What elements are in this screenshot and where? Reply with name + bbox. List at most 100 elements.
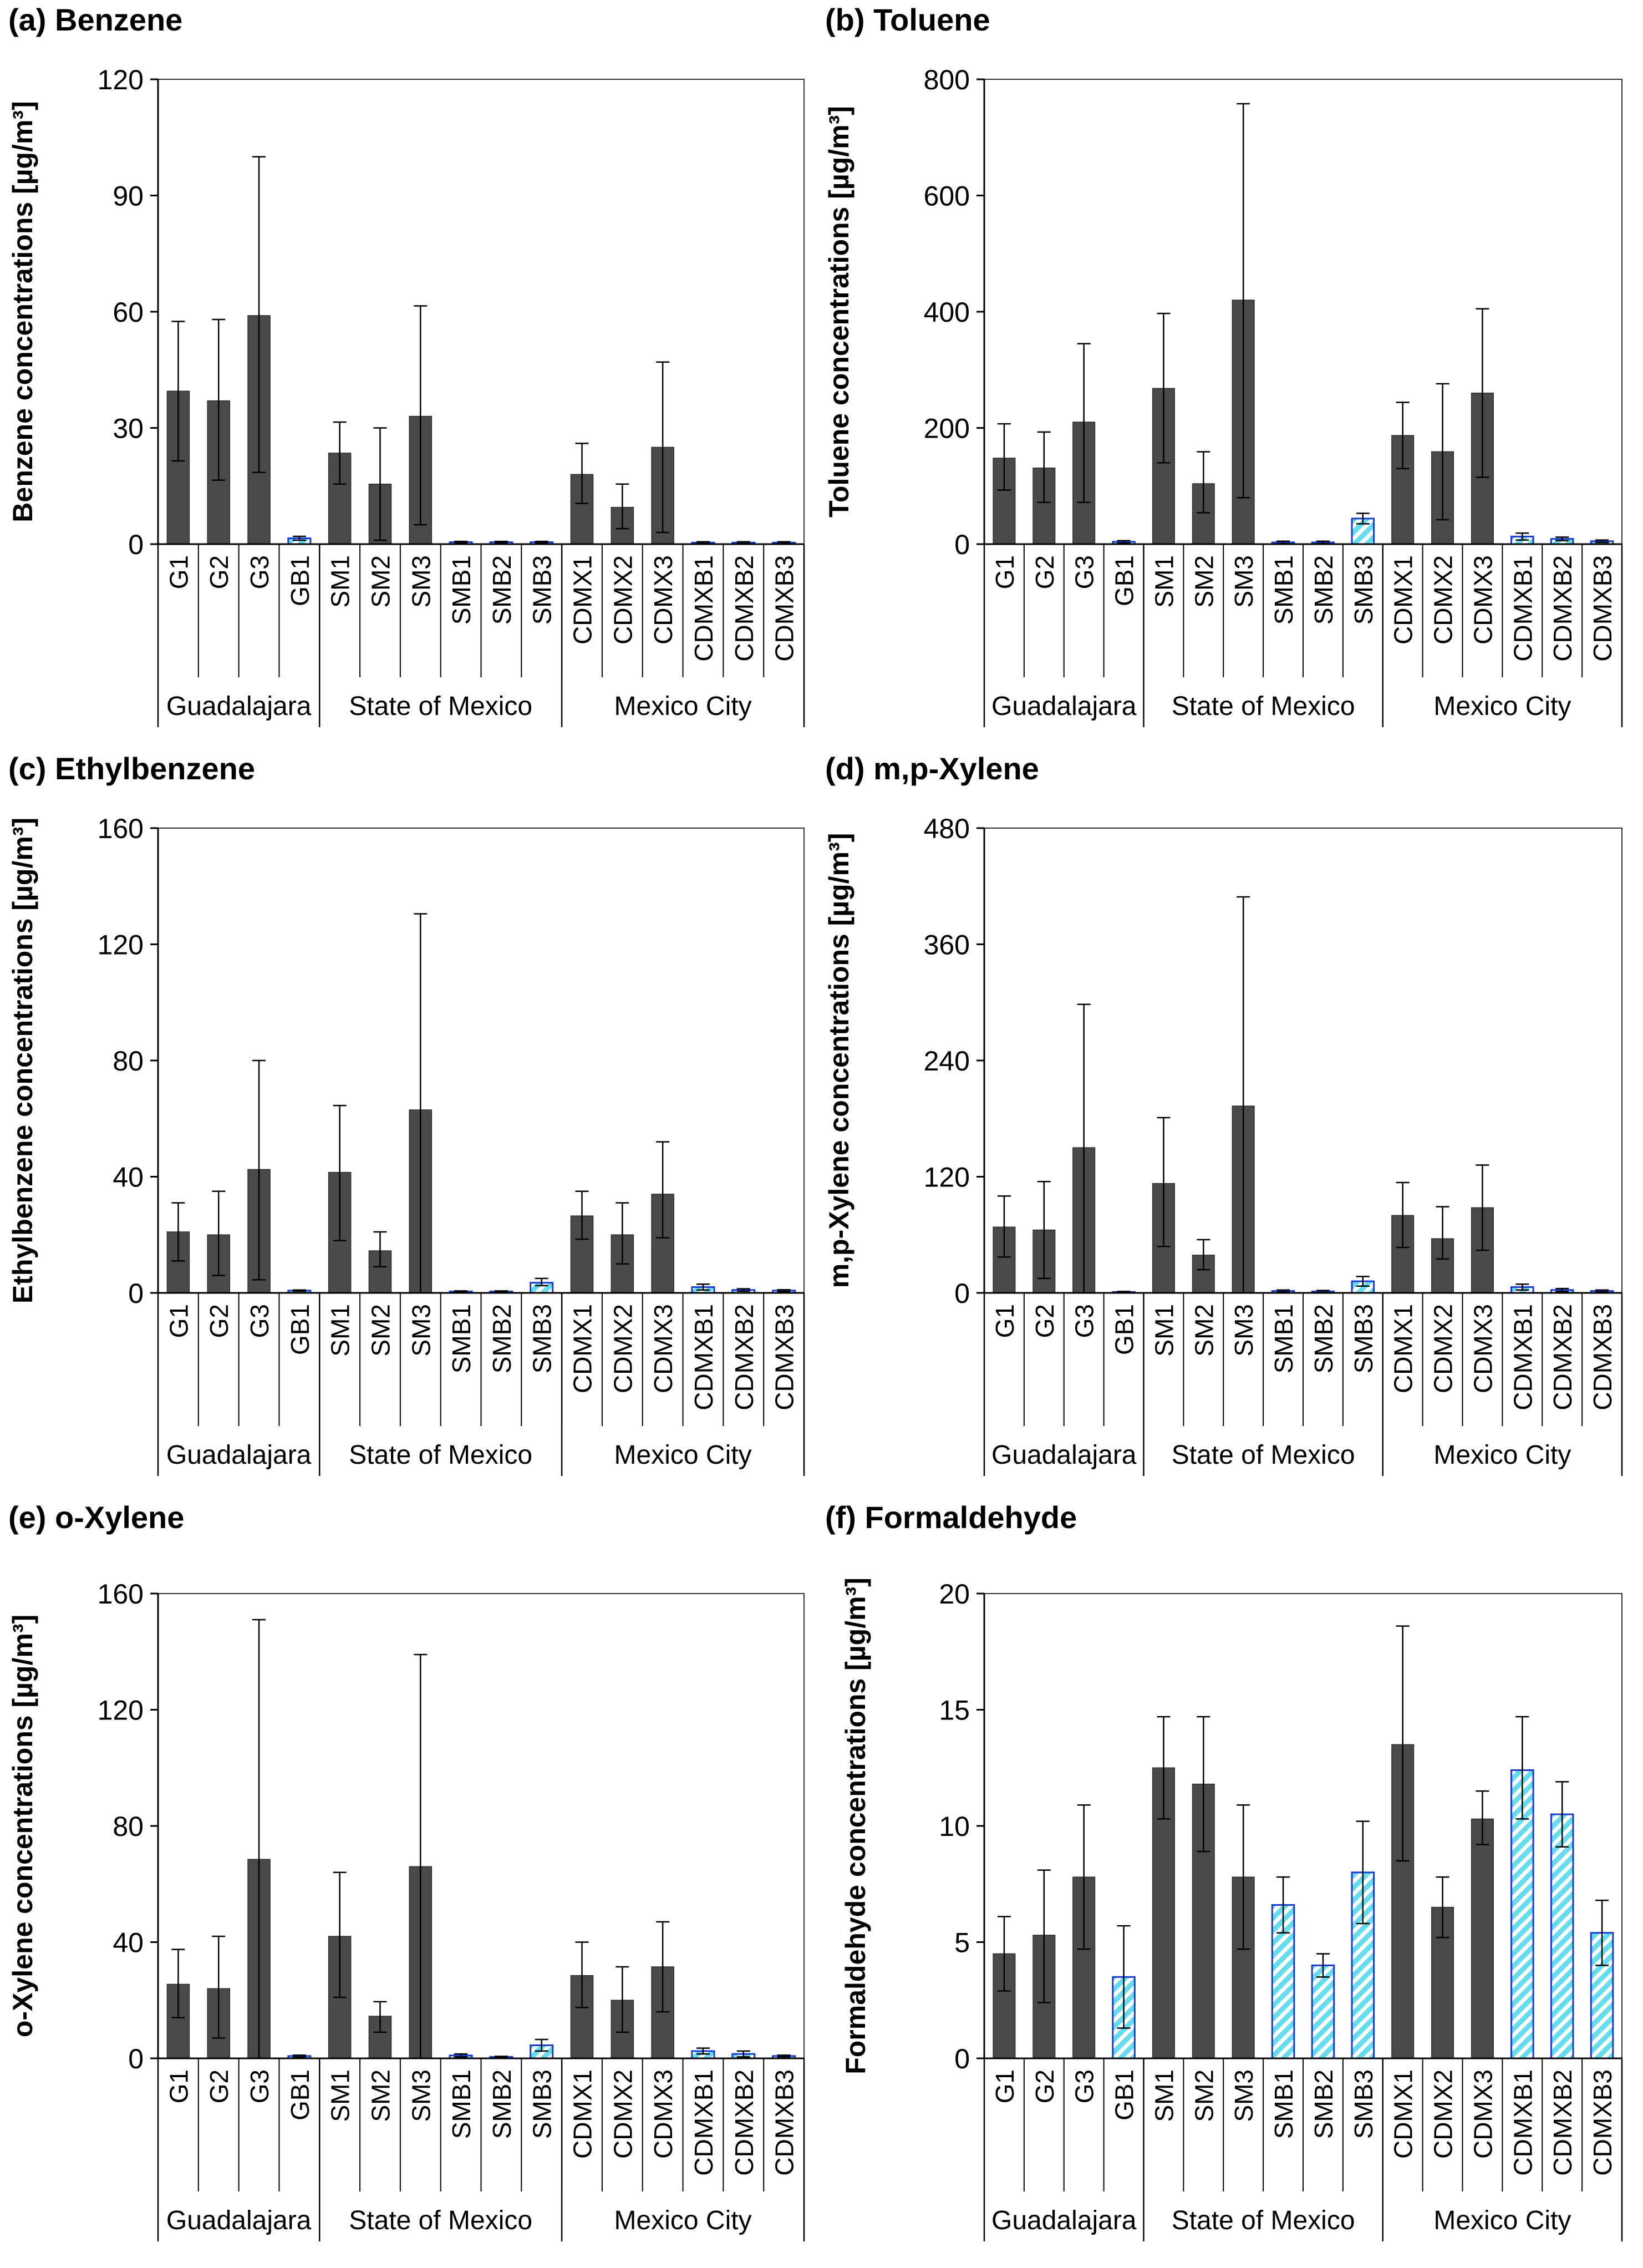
y-axis-label: Formaldehyde concentrations [µg/m³] [840, 1577, 871, 2074]
category-label: G2 [205, 1304, 233, 1338]
group-label: State of Mexico [349, 692, 532, 721]
y-tick-label: 160 [98, 1579, 144, 1610]
category-label: G1 [164, 1304, 193, 1338]
category-label: SMB2 [487, 1304, 516, 1373]
category-label: SMB3 [1349, 2069, 1378, 2139]
panel-4: (d) m,p-Xylene 0 120 240 360 480 m,p-Xylene co… [823, 751, 1623, 1476]
group-label: Mexico City [614, 2206, 752, 2235]
group-label: State of Mexico [1172, 1440, 1355, 1470]
y-tick-label: 120 [98, 930, 144, 961]
category-label: G1 [164, 2069, 193, 2103]
group-label: State of Mexico [349, 2206, 532, 2235]
category-label: SM3 [1229, 2069, 1258, 2122]
group-label: Mexico City [1433, 692, 1571, 721]
y-axis-label: Ethylbenzene concentrations [µg/m³] [7, 818, 38, 1303]
y-tick-label: 480 [924, 813, 970, 844]
y-axis-label: Benzene concentrations [µg/m³] [7, 101, 38, 522]
group-label: State of Mexico [1172, 2206, 1355, 2235]
y-tick-label: 10 [939, 1811, 970, 1842]
category-label: SMB1 [447, 1304, 476, 1373]
panel-6: (f) Formaldehyde 0 5 10 15 20 Formaldehyde con… [825, 1500, 1623, 2241]
group-label: Mexico City [614, 692, 752, 721]
panel-5: (e) o-Xylene 0 40 80 120 160 o-Xylene concentr… [7, 1500, 805, 2241]
panel-title: (b) Toluene [825, 2, 990, 37]
y-axis-label: m,p-Xylene concentrations [µg/m³] [823, 833, 854, 1288]
panel-1: (a) Benzene 0 30 60 90 120 Benzene concentrati… [7, 2, 805, 727]
category-label: CDMXB1 [689, 1304, 718, 1410]
category-label: CDMXB2 [1548, 1304, 1577, 1410]
category-label: GB1 [1110, 1304, 1139, 1355]
category-label: CDMX3 [1468, 1304, 1497, 1393]
category-label: SM1 [326, 1304, 355, 1357]
category-label: G3 [245, 2069, 274, 2103]
panel-title: (f) Formaldehyde [825, 1500, 1077, 1535]
category-label: SMB3 [528, 555, 557, 625]
y-tick-label: 360 [924, 930, 970, 961]
y-tick-label: 60 [113, 297, 144, 328]
category-label: CDMXB3 [770, 1304, 799, 1410]
y-tick-label: 80 [113, 1811, 144, 1842]
y-tick-label: 120 [98, 64, 144, 95]
category-label: CDMX2 [608, 2069, 637, 2159]
category-label: SM1 [1149, 555, 1178, 608]
category-label: CDMX1 [568, 1304, 597, 1393]
y-tick-label: 90 [113, 181, 144, 212]
category-label: G2 [205, 555, 233, 589]
y-tick-label: 80 [113, 1046, 144, 1077]
panel-title: (d) m,p-Xylene [825, 751, 1039, 786]
category-label: SM1 [326, 555, 355, 608]
y-tick-label: 120 [98, 1695, 144, 1726]
category-label: CDMX3 [1468, 2069, 1497, 2159]
y-tick-label: 160 [98, 813, 144, 844]
category-label: SMB2 [1309, 555, 1338, 625]
category-label: G2 [205, 2069, 233, 2103]
category-label: CDMX1 [1389, 2069, 1418, 2159]
category-label: CDMX1 [568, 555, 597, 645]
category-label: CDMXB3 [770, 2069, 799, 2176]
category-label: G1 [990, 555, 1019, 589]
group-label: Mexico City [1433, 2206, 1571, 2235]
category-label: G3 [245, 555, 274, 589]
y-tick-label: 800 [924, 64, 970, 95]
bar-smb2 [1311, 1964, 1335, 2059]
y-tick-label: 0 [954, 2043, 970, 2074]
category-label: CDMXB2 [730, 1304, 759, 1410]
category-label: SM2 [1189, 1304, 1218, 1357]
category-label: CDMX2 [608, 555, 637, 645]
category-label: SMB1 [1269, 555, 1298, 625]
bar-cdmxb2 [1550, 1813, 1574, 2059]
category-label: SMB3 [1349, 555, 1378, 625]
group-label: Guadalajara [166, 1440, 312, 1470]
category-label: CDMX1 [568, 2069, 597, 2159]
category-label: CDMX3 [649, 2069, 678, 2159]
y-axis-label: Toluene concentrations [µg/m³] [823, 106, 854, 517]
category-label: CDMXB1 [689, 555, 718, 662]
category-label: SM2 [366, 2069, 395, 2122]
panel-title: (a) Benzene [8, 2, 182, 37]
group-label: State of Mexico [1172, 692, 1355, 721]
category-label: SM1 [1149, 1304, 1178, 1357]
category-label: CDMXB2 [1548, 555, 1577, 662]
group-label: Mexico City [614, 1440, 752, 1470]
category-label: SMB3 [1349, 1304, 1378, 1373]
y-tick-label: 5 [954, 1927, 970, 1959]
category-label: G2 [1030, 555, 1059, 589]
category-label: CDMX2 [1429, 555, 1458, 645]
category-label: CDMXB3 [1588, 555, 1617, 662]
panel-title: (c) Ethylbenzene [8, 751, 255, 786]
category-label: CDMXB3 [1588, 2069, 1617, 2176]
bar-sm1 [1152, 388, 1175, 545]
category-label: CDMXB2 [730, 555, 759, 662]
category-label: CDMX2 [608, 1304, 637, 1393]
category-label: CDMX1 [1389, 555, 1418, 645]
y-tick-label: 15 [939, 1695, 970, 1726]
category-label: CDMXB1 [1508, 1304, 1537, 1410]
group-label: Guadalajara [991, 2206, 1137, 2235]
category-label: G3 [245, 1304, 274, 1338]
panel-3: (c) Ethylbenzene 0 40 80 120 160 Ethylbenzene … [7, 751, 805, 1476]
group-label: Guadalajara [991, 692, 1137, 721]
category-label: SMB1 [1269, 2069, 1298, 2139]
category-label: SM2 [1189, 2069, 1218, 2122]
y-tick-label: 30 [113, 413, 144, 444]
category-label: SM1 [1149, 2069, 1178, 2122]
